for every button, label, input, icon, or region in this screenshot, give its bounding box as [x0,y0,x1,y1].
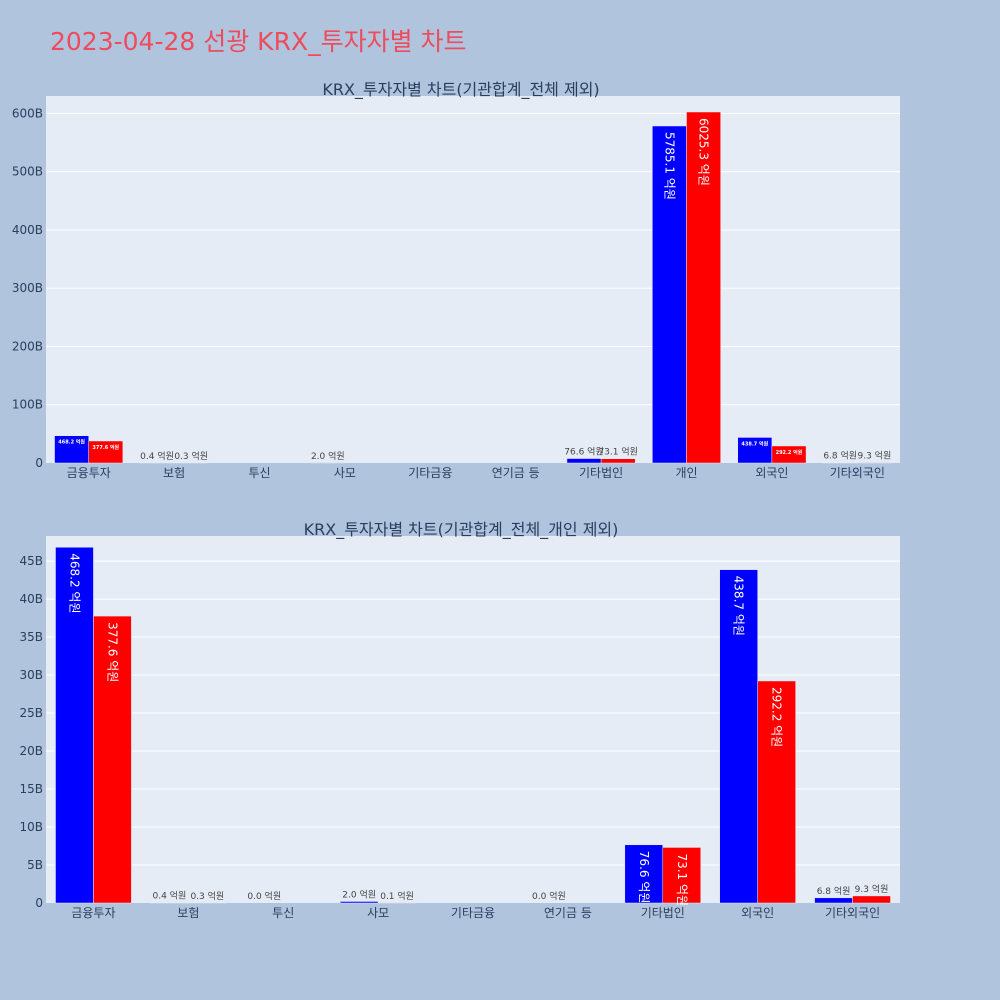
x-tick-label: 기타외국인 [830,466,885,480]
x-tick-label: 사모 [367,906,389,920]
bar-data-label: 76.6 억원 [564,446,603,458]
bar-data-label: 73.1 억원 [675,853,689,906]
x-tick-label: 기타금융 [408,466,452,480]
bar-data-label: 438.7 억원 [741,440,768,447]
bar [652,125,687,464]
y-tick-label: 400B [12,223,43,237]
bar-data-label: 2.0 억원 [342,888,376,900]
bar [600,458,636,464]
chart-title-2: KRX_투자자별 차트(기관합계_전체_개인 제외) [304,520,619,540]
y-tick-label: 30B [19,668,43,682]
bar-data-label: 2.0 억원 [311,450,345,462]
bar [757,680,796,904]
bar-data-label: 6.8 억원 [817,885,851,897]
y-tick-label: 0 [35,456,43,470]
x-tick-label: 보험 [177,906,199,920]
bar-data-label: 0.0 억원 [532,890,566,902]
y-tick-label: 25B [19,706,43,720]
bar [686,111,721,464]
y-tick-label: 15B [19,782,43,796]
y-tick-label: 0 [35,896,43,910]
x-tick-label: 투신 [248,466,270,480]
y-tick-label: 5B [27,858,43,872]
bar-data-label: 0.4 억원 [140,450,174,462]
bar [88,440,124,464]
chart-title-1: KRX_투자자별 차트(기관합계_전체 제외) [322,80,599,100]
bar [814,897,853,904]
bar [624,844,664,904]
bar-data-label: 292.2 억원 [770,687,784,747]
bar-data-label: 292.2 억원 [776,449,803,456]
bar [662,847,701,904]
x-tick-label: 금융투자 [71,906,115,920]
x-tick-label: 투신 [272,906,294,920]
bar-data-label: 377.6 억원 [105,622,119,682]
y-tick-label: 500B [12,165,43,179]
y-tick-label: 100B [12,398,43,412]
bar [566,458,602,464]
bar-data-label: 0.4 억원 [152,890,186,902]
x-tick-label: 기타법인 [579,466,623,480]
x-tick-label: 연기금 등 [492,466,540,480]
bar-data-label: 5785.1 억원 [662,132,676,200]
x-tick-label: 기타금융 [451,906,495,920]
x-tick-label: 연기금 등 [544,906,592,920]
y-tick-label: 45B [19,554,43,568]
bar-data-label: 9.3 억원 [858,449,892,461]
bar [339,901,379,904]
bar [857,462,892,464]
bar-data-label: 0.1 억원 [380,890,414,902]
bar-data-label: 6.8 억원 [823,450,857,462]
x-tick-label: 외국인 [755,466,788,480]
bar-data-label: 0.3 억원 [174,450,208,462]
bar [771,445,807,464]
bar-data-label: 76.6 억원 [637,851,651,904]
x-tick-label: 보험 [163,466,185,480]
bar-data-label: 9.3 억원 [855,883,889,895]
y-tick-label: 40B [19,592,43,606]
y-tick-label: 20B [19,744,43,758]
y-tick-label: 600B [12,106,43,120]
x-tick-label: 기타법인 [641,906,685,920]
y-tick-label: 35B [19,630,43,644]
bar [93,615,132,904]
page-title: 2023-04-28 선광 KRX_투자자별 차트 [50,27,467,56]
y-tick-label: 300B [12,281,43,295]
y-tick-label: 200B [12,339,43,353]
bar-data-label: 377.6 억원 [92,444,119,451]
bar [852,895,891,904]
bar-data-label: 0.3 억원 [190,890,224,902]
x-tick-label: 금융투자 [67,466,111,480]
bar [719,569,758,904]
bar-data-label: 468.2 억원 [58,439,85,446]
bar [55,546,94,904]
plot-background-1 [46,96,900,463]
bar-data-label: 73.1 억원 [598,446,637,458]
bar-data-label: 438.7 억원 [732,576,746,636]
bar [737,437,773,464]
x-tick-label: 외국인 [741,906,774,920]
y-tick-label: 10B [19,820,43,834]
bar-data-label: 0.0 억원 [247,890,281,902]
x-tick-label: 개인 [675,466,697,480]
x-tick-label: 기타외국인 [825,906,880,920]
bar-data-label: 468.2 억원 [67,553,81,613]
x-tick-label: 사모 [334,466,356,480]
bar-data-label: 6025.3 억원 [697,118,711,186]
